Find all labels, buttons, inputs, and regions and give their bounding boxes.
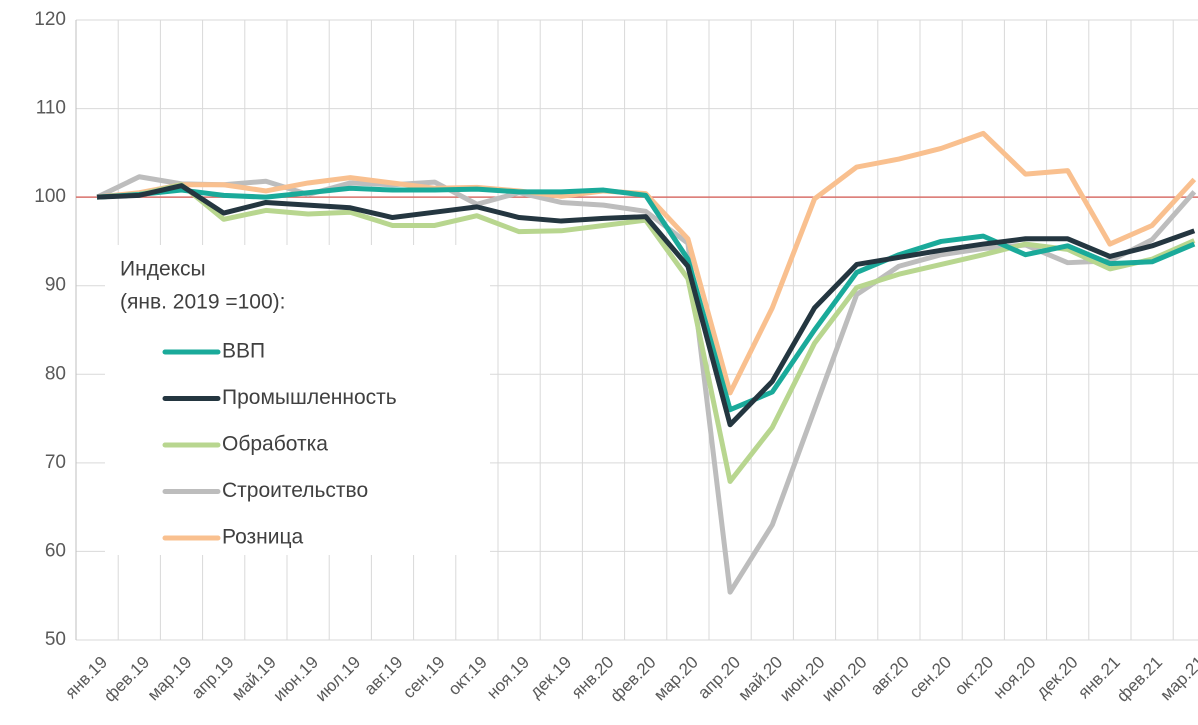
x-tick-label: мар.21 bbox=[1157, 653, 1198, 705]
y-tick-label: 100 bbox=[34, 186, 66, 207]
x-tick-label: июн.20 bbox=[776, 653, 829, 706]
y-tick-label: 70 bbox=[45, 452, 66, 473]
legend-label: Розница bbox=[222, 526, 304, 549]
x-tick-label: мар.20 bbox=[650, 653, 702, 705]
x-tick-label: фев.21 bbox=[1113, 653, 1166, 706]
x-tick-label: сен.20 bbox=[906, 653, 955, 702]
y-tick-label: 90 bbox=[45, 275, 66, 296]
legend-label: Строительство bbox=[222, 479, 368, 502]
x-tick-label: май.20 bbox=[734, 653, 786, 705]
x-tick-label: ноя.19 bbox=[483, 653, 533, 703]
line-series bbox=[96, 183, 1196, 428]
y-tick-label: 50 bbox=[45, 629, 66, 650]
legend-label: Обработка bbox=[222, 433, 328, 456]
x-tick-label: июн.19 bbox=[270, 653, 323, 706]
legend-title: (янв. 2019 =100): bbox=[120, 291, 285, 314]
x-tick-label: фев.19 bbox=[100, 653, 153, 706]
y-tick-label: 80 bbox=[45, 363, 66, 384]
x-tick-label: окт.20 bbox=[951, 653, 997, 699]
y-tick-label: 110 bbox=[36, 98, 66, 119]
x-tick-label: сен.19 bbox=[399, 653, 448, 702]
x-tick-label: апр.20 bbox=[694, 653, 744, 703]
x-tick-label: мар.19 bbox=[144, 653, 196, 705]
line-series bbox=[96, 185, 1196, 413]
y-tick-label: 120 bbox=[34, 9, 66, 30]
legend-label: ВВП bbox=[222, 340, 265, 363]
x-tick-label: дек.20 bbox=[1033, 653, 1082, 702]
x-tick-label: окт.19 bbox=[444, 653, 490, 699]
x-tick-label: авг.20 bbox=[867, 653, 913, 699]
legend-title: Индексы bbox=[120, 258, 206, 281]
x-tick-label: фев.20 bbox=[607, 653, 660, 706]
x-tick-label: авг.19 bbox=[360, 653, 406, 699]
x-tick-label: май.19 bbox=[228, 653, 280, 705]
x-tick-label: дек.19 bbox=[526, 653, 575, 702]
y-tick-label: 60 bbox=[45, 540, 66, 561]
x-tick-label: апр.19 bbox=[188, 653, 238, 703]
x-tick-label: июл.19 bbox=[312, 653, 365, 706]
legend-label: Промышленность bbox=[222, 386, 397, 409]
x-tick-label: ноя.20 bbox=[990, 653, 1040, 703]
x-tick-label: июл.20 bbox=[818, 653, 871, 706]
